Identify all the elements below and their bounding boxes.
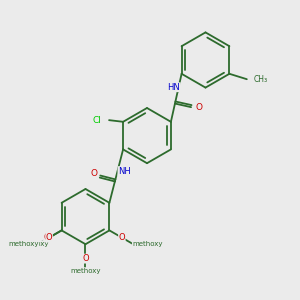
Text: NH: NH — [118, 167, 131, 176]
Text: Cl: Cl — [93, 116, 102, 124]
Text: methoxy: methoxy — [132, 241, 163, 247]
Text: CH₃: CH₃ — [254, 75, 268, 84]
Text: O: O — [118, 233, 125, 242]
Text: O: O — [91, 169, 98, 178]
Text: O: O — [195, 103, 202, 112]
Text: methoxy: methoxy — [19, 241, 49, 247]
Text: O: O — [44, 233, 50, 242]
Text: O: O — [82, 254, 89, 263]
Text: HN: HN — [168, 83, 180, 92]
Text: O: O — [46, 233, 52, 242]
Text: methoxy: methoxy — [8, 241, 39, 247]
Text: methoxy: methoxy — [70, 268, 101, 274]
